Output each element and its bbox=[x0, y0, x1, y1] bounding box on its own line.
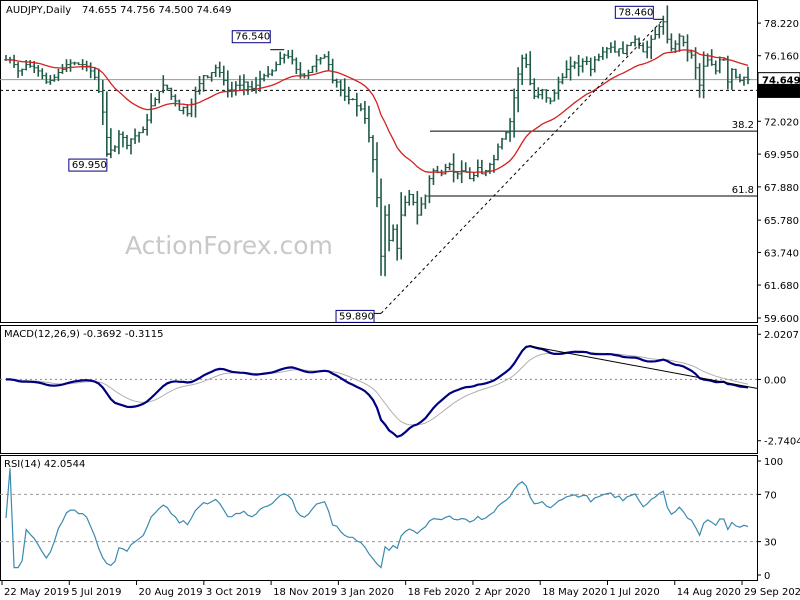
annotation-box bbox=[68, 158, 108, 172]
annotation-label: 59.890 bbox=[339, 311, 374, 322]
macd-lines bbox=[0, 344, 757, 439]
rsi-tick-label: 100 bbox=[764, 457, 783, 468]
x-tick-label: 3 Jan 2020 bbox=[340, 587, 394, 598]
fib-level-label: 61.8 bbox=[732, 185, 754, 196]
moving-average-line bbox=[6, 49, 749, 174]
price-pane-frame bbox=[0, 0, 758, 323]
price-header-symbol: AUDJPY,Daily bbox=[6, 5, 71, 16]
rsi-line-path bbox=[5, 468, 749, 569]
x-tick-label: 3 Oct 2019 bbox=[206, 587, 261, 598]
macd-header: MACD(12,26,9) -0.3692 -0.3115 bbox=[4, 329, 164, 340]
x-tick-label: 18 May 2020 bbox=[542, 587, 607, 598]
macd-tick-label: -2.7404 bbox=[764, 437, 800, 448]
rsi-tick-label: 30 bbox=[764, 538, 777, 549]
annotation-label: 78.460 bbox=[618, 7, 653, 18]
x-tick-label: 1 Jul 2020 bbox=[609, 587, 659, 598]
price-y-axis: 78.22076.16074.10072.02069.95067.88065.7… bbox=[757, 19, 800, 325]
price-tick-label: 76.160 bbox=[764, 52, 799, 63]
x-tick-label: 20 Aug 2019 bbox=[139, 587, 203, 598]
price-tick-label: 61.680 bbox=[764, 281, 799, 292]
price-reference-lines: 38.2 61.8 bbox=[0, 79, 757, 197]
macd-main-line bbox=[6, 344, 749, 439]
price-header-ohlc: 74.655 74.756 74.500 74.649 bbox=[82, 5, 232, 16]
reference-level-box bbox=[757, 83, 800, 98]
fib-level-label: 38.2 bbox=[732, 120, 754, 131]
x-tick-label: 29 Sep 2020 bbox=[744, 587, 800, 598]
macd-tick-label: 2.0207 bbox=[764, 330, 799, 341]
annotation-label: 69.950 bbox=[72, 160, 107, 171]
rsi-tick-label: 70 bbox=[764, 490, 777, 501]
price-tick-label: 59.600 bbox=[764, 314, 799, 325]
price-tick-label: 69.950 bbox=[764, 150, 799, 161]
rsi-header: RSI(14) 42.0544 bbox=[4, 459, 85, 470]
last-price-label: 74.649 bbox=[762, 76, 800, 87]
moving-average bbox=[6, 49, 749, 174]
x-tick-label: 18 Nov 2019 bbox=[273, 587, 337, 598]
macd-pane-frame bbox=[0, 325, 758, 454]
annotation-box bbox=[614, 5, 654, 19]
x-tick-label: 14 Aug 2020 bbox=[677, 587, 741, 598]
price-tick-label: 63.740 bbox=[764, 248, 799, 259]
rsi-y-axis: 100 70 30 0 bbox=[757, 457, 783, 582]
annotation-box bbox=[231, 30, 271, 44]
price-annotations: 76.540 69.950 59.890 78.460 bbox=[68, 5, 664, 323]
annotation-box bbox=[335, 309, 375, 323]
price-tick-label: 67.880 bbox=[764, 183, 799, 194]
watermark: ActionForex.com bbox=[125, 231, 333, 260]
macd-signal-line bbox=[6, 352, 749, 426]
price-tick-label: 65.780 bbox=[764, 216, 799, 227]
price-bars bbox=[4, 5, 750, 277]
price-tick-label: 72.020 bbox=[764, 117, 799, 128]
rsi-pane-frame bbox=[0, 455, 758, 581]
price-tick-label: 78.220 bbox=[764, 19, 799, 30]
rsi-tick-label: 0 bbox=[764, 571, 770, 582]
x-tick-label: 5 Jul 2019 bbox=[71, 587, 121, 598]
macd-y-axis: 2.0207 0.00 -2.7404 bbox=[757, 330, 800, 448]
x-tick-label: 18 Feb 2020 bbox=[408, 587, 470, 598]
price-trend-line bbox=[380, 18, 664, 314]
rsi-line bbox=[0, 468, 757, 569]
macd-trend-line bbox=[530, 345, 757, 389]
x-tick-label: 22 May 2019 bbox=[4, 587, 69, 598]
x-tick-label: 2 Apr 2020 bbox=[475, 587, 530, 598]
annotation-label: 76.540 bbox=[235, 32, 270, 43]
x-axis: 22 May 2019 5 Jul 2019 20 Aug 2019 3 Oct 20… bbox=[1, 581, 800, 598]
reference-level-label: 73.970 bbox=[762, 87, 797, 98]
macd-tick-label: 0.00 bbox=[764, 375, 786, 386]
